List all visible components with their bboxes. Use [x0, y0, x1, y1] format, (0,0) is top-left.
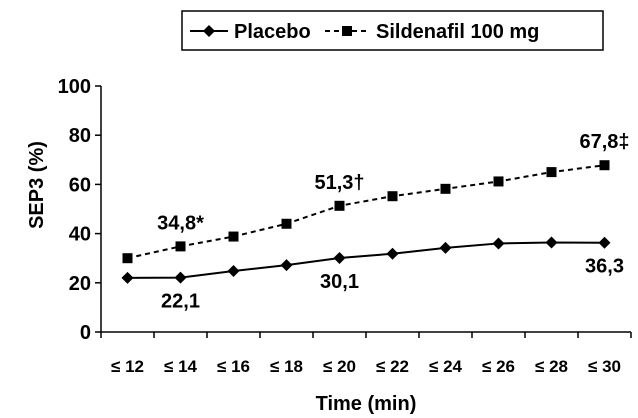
data-point-sildenafil [281, 218, 292, 229]
data-point-placebo [174, 271, 187, 284]
x-tick-label: ≤ 24 [429, 357, 463, 376]
data-point-sildenafil [546, 167, 557, 178]
series-line-0 [127, 241, 605, 279]
y-axis-title: SEP3 (%) [26, 141, 48, 229]
data-point-placebo [121, 271, 134, 284]
data-label: 51,3† [314, 172, 364, 194]
data-point-sildenafil [334, 200, 345, 211]
data-point-placebo [333, 251, 346, 264]
data-label: 30,1 [320, 271, 359, 293]
data-point-placebo [598, 236, 611, 249]
data-point-sildenafil [175, 241, 186, 252]
y-tick-label: 80 [69, 125, 91, 147]
data-label: 67,8‡ [579, 131, 629, 153]
legend-label-placebo: Placebo [234, 21, 311, 43]
data-point-sildenafil [228, 231, 239, 242]
data-point-placebo [439, 241, 452, 254]
legend: Placebo Sildenafil 100 mg [181, 10, 604, 51]
y-tick-label: 100 [58, 76, 91, 98]
data-label: 34,8* [157, 212, 204, 234]
data-point-sildenafil [599, 160, 610, 171]
legend-box [181, 10, 604, 51]
series [121, 160, 611, 284]
data-label: 22,1 [161, 291, 200, 313]
series-line-1 [127, 164, 605, 260]
axes [95, 85, 632, 338]
data-point-sildenafil [493, 176, 504, 187]
x-tick-label: ≤ 22 [376, 357, 409, 376]
y-tick-label: 40 [69, 224, 91, 246]
data-label: 36,3 [585, 256, 624, 278]
y-tick-label: 60 [69, 174, 91, 196]
legend-square-marker [342, 26, 352, 36]
x-tick-label: ≤ 26 [482, 357, 515, 376]
legend-label-sildenafil: Sildenafil 100 mg [376, 21, 539, 43]
x-tick-label: ≤ 30 [588, 357, 621, 376]
x-axis-title: Time (min) [316, 393, 417, 415]
x-tick-label: ≤ 12 [111, 357, 144, 376]
data-point-placebo [386, 247, 399, 260]
data-point-placebo [492, 237, 505, 250]
tick-labels: 0 20 40 60 80 100 ≤ 12 ≤ 14 ≤ 16 ≤ 18 ≤ 20 ≤ 22 ≤ 24… [58, 76, 621, 376]
y-tick-label: 0 [80, 322, 91, 344]
data-labels: 34,8* 51,3† 67,8‡ 22,1 30,1 36,3 [157, 131, 629, 312]
x-tick-label: ≤ 14 [164, 357, 198, 376]
data-point-sildenafil [387, 191, 398, 202]
data-point-placebo [280, 259, 293, 272]
data-point-placebo [227, 264, 240, 277]
x-tick-label: ≤ 28 [535, 357, 568, 376]
x-tick-label: ≤ 16 [217, 357, 250, 376]
legend-diamond-marker [203, 25, 215, 37]
data-point-sildenafil [122, 253, 133, 264]
x-tick-label: ≤ 18 [270, 357, 303, 376]
data-point-placebo [545, 236, 558, 249]
y-tick-label: 20 [69, 273, 91, 295]
x-tick-label: ≤ 20 [323, 357, 356, 376]
data-point-sildenafil [440, 183, 451, 194]
